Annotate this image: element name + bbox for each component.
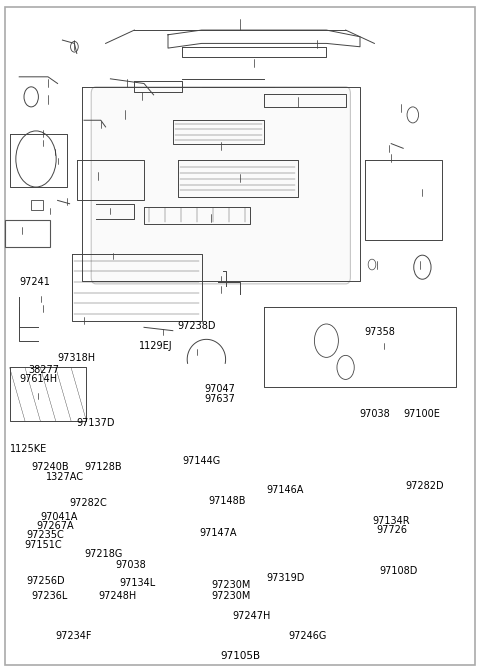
Text: 97235C: 97235C: [26, 530, 64, 540]
Text: 97246G: 97246G: [288, 631, 326, 641]
Text: 1129EJ: 1129EJ: [139, 341, 173, 351]
Text: 97247H: 97247H: [233, 611, 271, 621]
Text: 97128B: 97128B: [84, 462, 121, 472]
Text: 97241: 97241: [19, 277, 50, 287]
Text: 97318H: 97318H: [58, 353, 96, 363]
Text: 97151C: 97151C: [24, 540, 61, 550]
Text: 97137D: 97137D: [77, 418, 115, 428]
Text: 97248H: 97248H: [98, 591, 137, 601]
Text: 97230M: 97230M: [211, 580, 251, 590]
Text: 97041A: 97041A: [41, 512, 78, 522]
Text: 97146A: 97146A: [266, 485, 304, 495]
Text: 97267A: 97267A: [36, 521, 73, 531]
Text: 97047: 97047: [204, 384, 235, 394]
Text: 97147A: 97147A: [199, 528, 237, 538]
Text: 97100E: 97100E: [403, 409, 440, 419]
FancyBboxPatch shape: [91, 87, 350, 284]
Text: 97726: 97726: [377, 525, 408, 535]
Text: 97614H: 97614H: [19, 374, 57, 384]
Text: 97238D: 97238D: [178, 321, 216, 331]
Text: 97256D: 97256D: [26, 576, 65, 586]
Text: 97108D: 97108D: [379, 566, 418, 576]
Text: 1125KE: 1125KE: [10, 444, 47, 454]
Text: 97218G: 97218G: [84, 549, 122, 559]
Text: 97105B: 97105B: [220, 651, 260, 661]
Text: 97038: 97038: [115, 560, 146, 570]
Text: 97038: 97038: [359, 409, 390, 419]
Text: 97240B: 97240B: [31, 462, 69, 472]
Bar: [5, 220, 50, 247]
Bar: [31, 200, 43, 210]
Text: 97637: 97637: [204, 394, 235, 404]
Text: 97236L: 97236L: [31, 591, 68, 601]
Text: 97144G: 97144G: [182, 456, 221, 466]
Text: 1327AC: 1327AC: [46, 472, 84, 482]
Text: 97148B: 97148B: [209, 496, 246, 506]
Text: 97134L: 97134L: [119, 578, 156, 588]
Text: 97358: 97358: [365, 327, 396, 337]
Text: 97230M: 97230M: [211, 591, 251, 601]
Text: 97319D: 97319D: [266, 573, 305, 583]
Text: 97134R: 97134R: [372, 516, 409, 526]
Text: 97282D: 97282D: [406, 481, 444, 491]
Text: 97282C: 97282C: [70, 498, 108, 508]
Text: 38277: 38277: [28, 365, 59, 375]
Text: 97234F: 97234F: [55, 631, 92, 641]
